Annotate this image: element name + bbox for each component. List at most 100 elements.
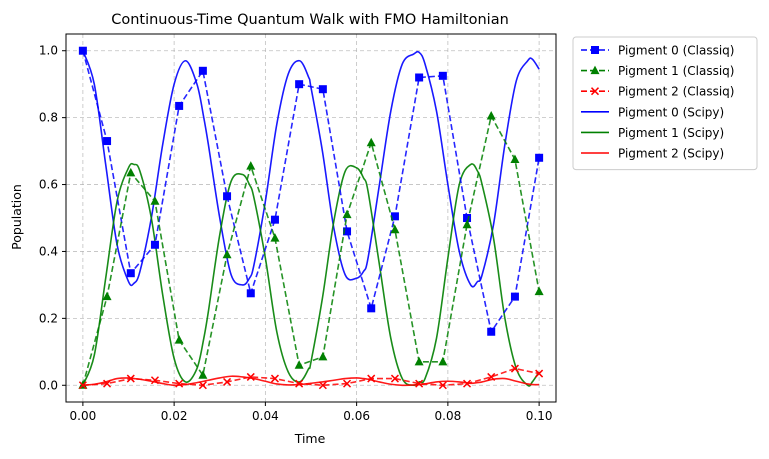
- series-line: [82, 162, 540, 387]
- marker-square: [175, 101, 184, 110]
- y-tick-label: 0.2: [39, 311, 58, 325]
- marker-triangle: [150, 196, 160, 205]
- marker-triangle: [486, 110, 496, 120]
- marker-x: [390, 374, 399, 383]
- y-tick-label: 0.6: [39, 178, 58, 192]
- marker-x: [103, 379, 112, 388]
- marker-triangle: [318, 351, 328, 361]
- marker-x: [223, 377, 232, 386]
- marker-x: [198, 381, 207, 390]
- marker-square: [223, 192, 232, 201]
- legend-label: Pigment 0 (Classiq): [618, 44, 734, 58]
- legend-label: Pigment 2 (Scipy): [618, 147, 724, 161]
- marker-x: [126, 374, 135, 383]
- x-tick-label: 0.04: [252, 409, 279, 423]
- marker-x: [270, 374, 279, 383]
- marker-square: [510, 292, 519, 301]
- marker-x: [150, 376, 159, 385]
- marker-x: [415, 379, 424, 388]
- marker-square: [103, 137, 112, 146]
- marker-square: [438, 71, 447, 80]
- marker-triangle: [246, 161, 256, 170]
- legend-entry: Pigment 2 (Scipy): [581, 147, 724, 161]
- marker-square: [390, 212, 399, 221]
- marker-x: [295, 379, 304, 388]
- legend-box: [572, 36, 758, 171]
- marker-square: [463, 214, 472, 222]
- y-axis-label: Population: [9, 184, 24, 250]
- chart-title: Continuous-Time Quantum Walk with FMO Ha…: [111, 12, 509, 28]
- marker-triangle: [590, 65, 600, 75]
- marker-triangle: [414, 356, 424, 366]
- marker-triangle: [366, 137, 376, 147]
- legend-entry: Pigment 2 (Classiq): [581, 85, 734, 99]
- x-tick-label: 0.10: [526, 409, 553, 423]
- marker-triangle: [510, 154, 520, 163]
- plot-frame: [65, 33, 557, 403]
- grid-layer: [66, 34, 556, 402]
- marker-triangle: [294, 360, 304, 369]
- marker-triangle: [222, 249, 232, 259]
- legend-label: Pigment 0 (Scipy): [618, 105, 724, 119]
- legend-entry: Pigment 1 (Scipy): [581, 126, 724, 140]
- legend-entry: Pigment 0 (Scipy): [581, 105, 724, 119]
- y-tick-label: 0.8: [39, 111, 58, 125]
- series-line: [82, 50, 540, 334]
- series-2: [78, 364, 544, 390]
- marker-square: [535, 153, 544, 162]
- marker-x: [175, 379, 184, 388]
- marker-x: [78, 381, 87, 390]
- marker-x: [246, 372, 255, 381]
- marker-triangle: [102, 291, 112, 301]
- y-tick-label: 0.4: [39, 244, 58, 258]
- marker-triangle: [534, 286, 544, 296]
- marker-x: [318, 381, 327, 390]
- series-layer: [78, 46, 544, 390]
- marker-square: [78, 46, 87, 55]
- marker-x: [343, 379, 352, 388]
- marker-x: [535, 369, 544, 378]
- marker-triangle: [270, 233, 280, 242]
- marker-x: [463, 379, 472, 388]
- series-line: [82, 367, 540, 387]
- x-tick-label: 0.02: [161, 409, 188, 423]
- tick-layer: 0.00 0.02 0.04 0.06 0.08 0.10 0.0 0.2 0.4 0.6 0.8 1…: [39, 44, 553, 423]
- marker-triangle: [390, 224, 400, 234]
- legend-entry: Pigment 1 (Classiq): [581, 64, 734, 78]
- y-tick-label: 0.0: [39, 378, 58, 392]
- legend-label: Pigment 1 (Scipy): [618, 126, 724, 140]
- marker-square: [150, 240, 159, 249]
- y-tick-label: 1.0: [39, 44, 58, 58]
- series-line: [82, 113, 540, 386]
- marker-x: [367, 374, 376, 383]
- x-tick-label: 0.00: [70, 409, 97, 423]
- x-tick-label: 0.06: [343, 409, 370, 423]
- marker-square: [415, 73, 424, 82]
- marker-triangle: [126, 167, 136, 177]
- marker-x: [590, 87, 600, 96]
- marker-square: [367, 304, 376, 313]
- series-3: [82, 50, 540, 288]
- marker-square: [270, 215, 279, 224]
- marker-x: [510, 364, 519, 373]
- marker-square: [198, 66, 207, 75]
- legend-entry: Pigment 0 (Classiq): [581, 44, 734, 58]
- x-axis-label: Time: [294, 431, 326, 446]
- marker-triangle: [462, 219, 472, 229]
- series-4: [82, 162, 540, 387]
- marker-triangle: [198, 370, 208, 379]
- marker-triangle: [438, 356, 448, 366]
- marker-square: [126, 269, 135, 278]
- series-1: [78, 110, 544, 389]
- legend: Pigment 0 (Classiq) Pigment 1 (Classiq) Pi…: [572, 36, 758, 171]
- marker-square: [246, 289, 255, 298]
- legend-label: Pigment 2 (Classiq): [618, 85, 734, 99]
- x-tick-label: 0.08: [435, 409, 462, 423]
- marker-triangle: [342, 209, 352, 219]
- marker-square: [487, 327, 496, 336]
- marker-square: [591, 46, 599, 54]
- series-line: [82, 50, 540, 288]
- marker-x: [438, 381, 447, 390]
